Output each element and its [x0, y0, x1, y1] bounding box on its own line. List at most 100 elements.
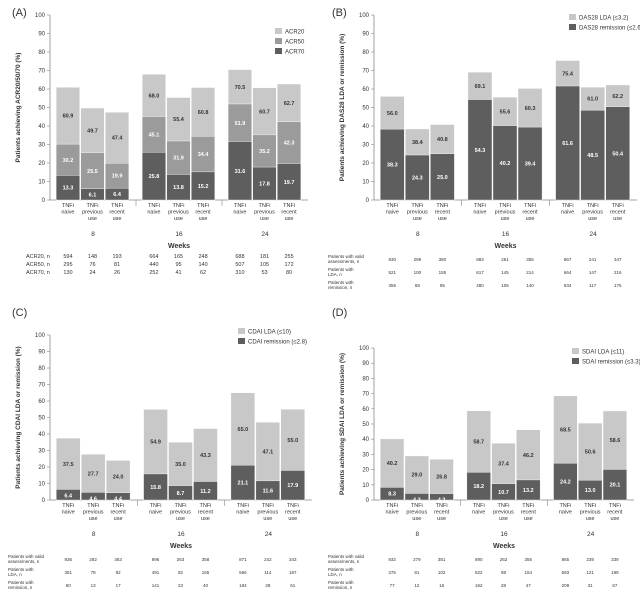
count-cell: 12	[414, 583, 420, 588]
count-cell: 355	[525, 557, 533, 562]
bar-acr70	[191, 171, 216, 201]
count-cell: 480	[476, 283, 484, 288]
category-label: use	[199, 216, 208, 222]
category-label: TNFi	[436, 203, 448, 209]
count-row-label: LDA, n	[328, 572, 342, 577]
count-row-label: remission, n	[8, 585, 33, 590]
count-cell: 100	[414, 270, 422, 275]
category-label: TNFi	[197, 203, 209, 209]
category-label: TNFi	[283, 203, 295, 209]
category-label: use	[89, 516, 98, 522]
category-label: use	[413, 216, 422, 222]
category-label: naive	[147, 210, 160, 216]
y-tick-label: 0	[42, 498, 46, 504]
category-label: recent	[285, 510, 301, 516]
y-tick-label: 10	[38, 482, 45, 488]
y-tick-label: 40	[362, 437, 369, 443]
data-label-das28-remission-2-6: 38.3	[387, 163, 398, 169]
count-cell: 117	[589, 283, 597, 288]
category-label: use	[501, 216, 510, 222]
y-tick-label: 20	[362, 161, 369, 167]
count-cell: 78	[91, 570, 97, 575]
data-label-acr50: 31.9	[173, 156, 184, 162]
category-label: previous	[493, 510, 514, 516]
data-label-acr50: 19.9	[112, 174, 123, 180]
count-cell: 566	[239, 570, 247, 575]
data-label-das28-lda-3-2: 75.4	[562, 71, 574, 77]
bar-sdai-remission-3-3	[516, 479, 541, 501]
count-cell: 114	[264, 570, 272, 575]
count-cell: 92	[178, 570, 184, 575]
count-cell: 883	[476, 257, 484, 262]
bar-acr70	[277, 163, 302, 201]
panel-label: (B)	[332, 7, 347, 19]
y-tick-label: 70	[38, 383, 45, 389]
data-label-sdai-remission-3-3: 4.3	[413, 497, 421, 503]
count-cell: 102	[438, 570, 446, 575]
count-row-label: Patients with	[328, 267, 354, 272]
category-label: previous	[407, 210, 428, 216]
category-label: naive	[149, 510, 162, 516]
data-label-das28-remission-2-6: 50.4	[612, 151, 624, 157]
legend-swatch	[275, 28, 282, 34]
bar-sdai-remission-3-3	[466, 472, 491, 501]
bar-cdai-remission-2-8	[193, 481, 218, 501]
data-label-sdai-lda-11: 37.4	[498, 461, 510, 467]
bar-sdai-remission-3-3	[429, 493, 454, 501]
data-label-das28-lda-3-2: 69.1	[475, 84, 486, 90]
category-label: naive	[559, 510, 572, 516]
category-label: use	[610, 516, 619, 522]
count-cell: 896	[152, 557, 160, 562]
data-label-cdai-lda-10: 65.0	[238, 427, 249, 433]
category-label: TNFi	[587, 203, 599, 209]
bar-das28-remission-2-6	[405, 154, 430, 201]
count-cell: 216	[614, 270, 622, 275]
bar-acr70	[252, 166, 277, 201]
category-label: TNFi	[612, 203, 624, 209]
count-cell: 241	[589, 257, 597, 262]
group-label: 16	[500, 531, 508, 538]
count-row-label: Patients with	[8, 580, 34, 585]
y-tick-label: 10	[362, 180, 369, 186]
data-label-sdai-lda-11: 68.5	[560, 428, 571, 434]
category-label: use	[113, 216, 122, 222]
y-tick-label: 20	[362, 468, 369, 474]
group-label: 16	[502, 231, 510, 238]
y-tick-label: 40	[38, 432, 45, 438]
category-label: TNFi	[584, 503, 596, 509]
legend-item: ACR70	[285, 50, 305, 56]
count-row-label: ACR20, n	[26, 254, 50, 260]
panel-label: (C)	[12, 307, 27, 319]
data-label-sdai-remission-3-3: 8.3	[388, 492, 396, 498]
category-label: TNFi	[436, 503, 448, 509]
count-cell: 53	[261, 270, 267, 276]
count-cell: 82	[116, 570, 122, 575]
data-label-acr50: 45.1	[149, 132, 160, 138]
group-label: 8	[91, 231, 95, 238]
bar-cdai-remission-2-8	[80, 492, 106, 501]
y-tick-label: 80	[362, 50, 369, 56]
data-label-das28-lda-3-2: 55.6	[500, 109, 511, 115]
count-cell: 521	[389, 270, 397, 275]
count-cell: 95	[440, 283, 446, 288]
data-label-acr20: 70.5	[235, 85, 246, 91]
bar-cdai-remission-2-8	[230, 464, 256, 501]
data-label-das28-lda-3-2: 56.0	[387, 111, 398, 117]
legend-item: DAS28 LDA (≤3.2)	[579, 16, 628, 22]
y-tick-label: 40	[362, 124, 369, 130]
category-label: previous	[406, 510, 427, 516]
data-label-acr20: 60.7	[259, 109, 270, 115]
data-label-acr50: 25.5	[87, 169, 98, 175]
bar-das28-remission-2-6	[467, 99, 493, 201]
count-cell: 617	[476, 270, 484, 275]
y-tick-label: 80	[362, 376, 369, 382]
count-cell: 199	[611, 570, 619, 575]
count-cell: 77	[390, 583, 396, 588]
category-label: previous	[582, 210, 603, 216]
group-label: 16	[175, 231, 183, 238]
count-cell: 155	[202, 570, 210, 575]
bar-das28-remission-2-6	[492, 125, 518, 201]
group-label: 8	[416, 231, 420, 238]
y-tick-label: 30	[38, 449, 45, 455]
data-label-sdai-remission-3-3: 10.7	[498, 490, 509, 496]
